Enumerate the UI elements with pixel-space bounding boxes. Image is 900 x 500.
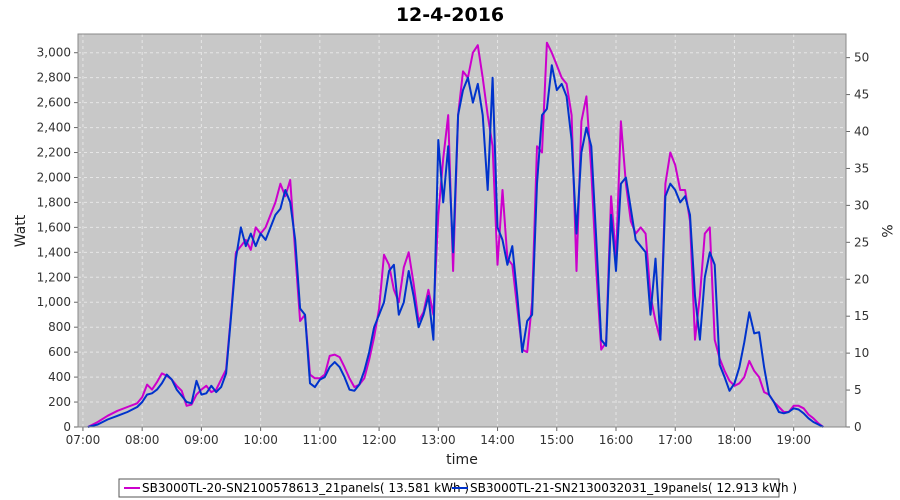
x-tick-label: 13:00 [421, 433, 456, 447]
x-tick-label: 16:00 [599, 433, 634, 447]
series-line-2 [87, 64, 824, 428]
y2-tick-label: 45 [854, 88, 869, 102]
y-tick-label: 2,200 [37, 146, 71, 160]
x-tick-label: 12:00 [362, 433, 397, 447]
x-tick-label: 07:00 [66, 433, 101, 447]
y-tick-label: 800 [48, 320, 71, 334]
plot-border [77, 33, 847, 428]
y2-tick-label: 0 [854, 420, 862, 434]
y-tick-label: 2,600 [37, 96, 71, 110]
legend-box [118, 478, 780, 498]
axes: 07:00 08:00 09:00 10:00 11:00 12:00 13:00 14:00… [37, 33, 869, 447]
y-tick-label: 0 [63, 420, 71, 434]
y2-tick-label: 50 [854, 51, 869, 65]
y-tick-label: 200 [48, 395, 71, 409]
y2-tick-label: 15 [854, 309, 869, 323]
legend-label-series-1: SB3000TL-20-SN2100578613_21panels( 13.58… [142, 481, 469, 495]
y-tick-label: 2,400 [37, 121, 71, 135]
y-tick-label: 1,200 [37, 270, 71, 284]
y2-tick-label: 30 [854, 198, 869, 212]
legend: SB3000TL-20-SN2100578613_21panels( 13.58… [118, 478, 797, 498]
series-layer [87, 41, 824, 428]
y-tick-label: 1,000 [37, 295, 71, 309]
x-tick-label: 08:00 [125, 433, 160, 447]
y-tick-label: 600 [48, 345, 71, 359]
y2-tick-label: 35 [854, 161, 869, 175]
y-tick-label: 1,600 [37, 220, 71, 234]
y2-tick-label: 40 [854, 125, 869, 139]
y-tick-label: 400 [48, 370, 71, 384]
y-tick-label: 2,800 [37, 71, 71, 85]
y-tick-label: 2,000 [37, 170, 71, 184]
x-axis-label: time [446, 452, 478, 468]
x-tick-label: 14:00 [480, 433, 515, 447]
y2-tick-label: 25 [854, 235, 869, 249]
y2-tick-label: 20 [854, 272, 869, 286]
x-tick-label: 09:00 [184, 433, 219, 447]
x-tick-label: 10:00 [243, 433, 278, 447]
y-tick-label: 1,800 [37, 195, 71, 209]
y-axis-label: Watt [13, 214, 29, 247]
y-tick-label: 3,000 [37, 46, 71, 60]
x-tick-label: 19:00 [776, 433, 811, 447]
y-tick-label: 1,400 [37, 245, 71, 259]
y2-tick-label: 5 [854, 383, 862, 397]
x-tick-label: 11:00 [303, 433, 338, 447]
y2-axis-label: % [878, 224, 894, 237]
x-tick-label: 18:00 [717, 433, 752, 447]
x-tick-label: 15:00 [539, 433, 574, 447]
y2-tick-label: 10 [854, 346, 869, 360]
x-tick-label: 17:00 [658, 433, 693, 447]
legend-label-series-2: SB3000TL-21-SN2130032031_19panels( 12.91… [470, 481, 797, 495]
chart-title: 12-4-2016 [396, 4, 504, 26]
